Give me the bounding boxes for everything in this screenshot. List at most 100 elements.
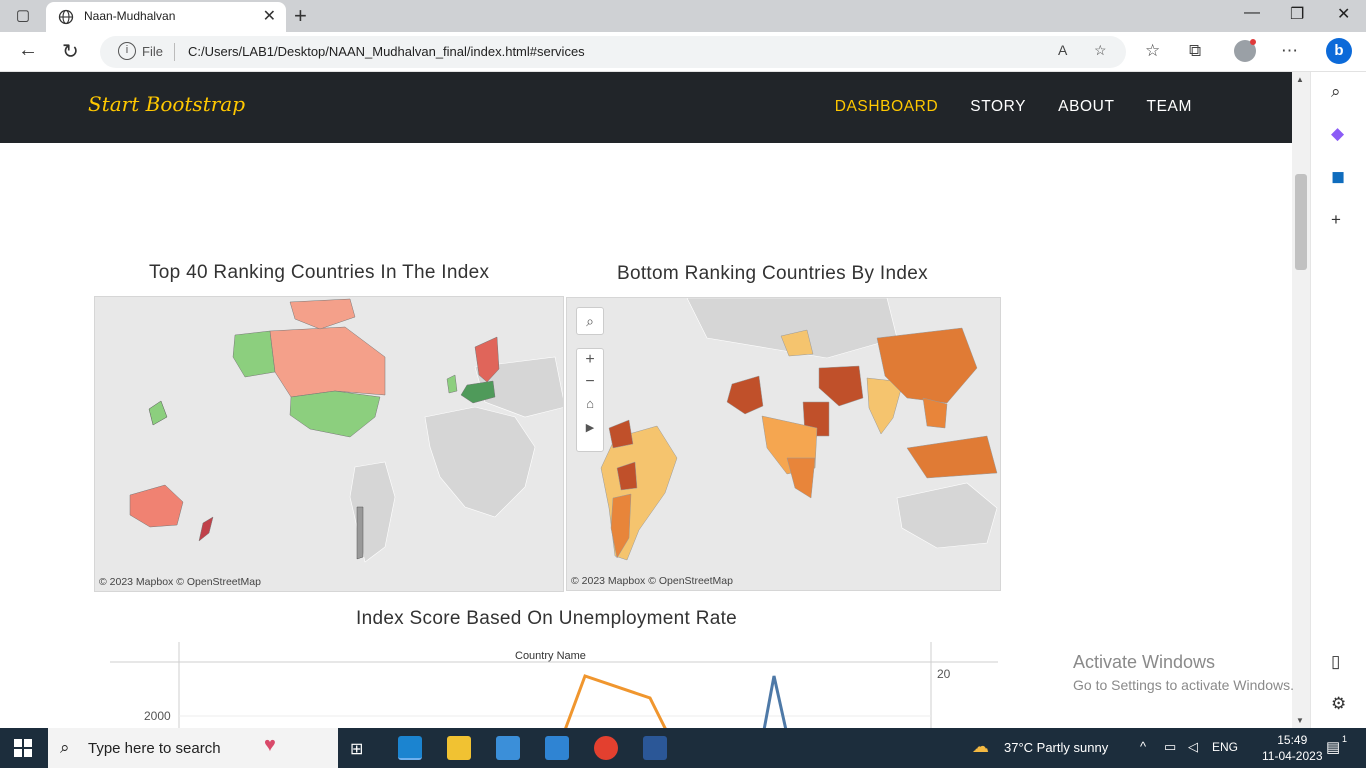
language-indicator[interactable]: ENG: [1212, 740, 1239, 754]
profile-avatar[interactable]: [1234, 40, 1256, 62]
windows-start-icon[interactable]: [14, 739, 32, 757]
nav-story[interactable]: STORY: [970, 98, 1027, 115]
url-field[interactable]: i File C:/Users/LAB1/Desktop/NAAN_Mudhal…: [100, 36, 1126, 68]
colombia-venezuela-region[interactable]: [608, 419, 634, 449]
china-region[interactable]: [876, 327, 978, 404]
zoom-in-icon[interactable]: +: [585, 351, 595, 368]
page-scrollbar[interactable]: ▲ ▼: [1292, 72, 1310, 728]
taskbar-clock[interactable]: 15:49 11-04-2023: [1262, 732, 1323, 764]
map2-title: Bottom Ranking Countries By Index: [617, 263, 928, 284]
scroll-down-icon[interactable]: ▼: [1296, 716, 1304, 725]
scroll-up-icon[interactable]: ▲: [1296, 75, 1304, 84]
mail-icon[interactable]: [545, 736, 569, 760]
add-favorite-icon[interactable]: ☆: [1094, 42, 1107, 58]
middle-east-region[interactable]: [818, 365, 864, 407]
add-app-icon[interactable]: +: [1331, 210, 1341, 229]
search-icon[interactable]: ⌕: [1331, 82, 1341, 101]
window-close-icon[interactable]: ✕: [1337, 6, 1351, 23]
tab-actions-icon[interactable]: ▢: [15, 7, 31, 24]
minimize-icon[interactable]: —: [1244, 4, 1260, 21]
canada-region[interactable]: [269, 326, 386, 398]
nav-links: DASHBOARD STORY ABOUT TEAM: [835, 98, 1192, 116]
chile-region[interactable]: [356, 506, 364, 560]
map-zoom-controls: + − ⌂ ▶: [576, 348, 604, 452]
scandinavia-region[interactable]: [474, 336, 500, 383]
usa-region[interactable]: [289, 390, 381, 438]
chrome-icon[interactable]: [594, 736, 618, 760]
north-africa-region[interactable]: [726, 375, 764, 415]
restore-icon[interactable]: ❐: [1290, 6, 1305, 23]
outlook-icon[interactable]: ◼: [1331, 167, 1346, 186]
alaska-region[interactable]: [232, 330, 276, 378]
top-40-map[interactable]: © 2023 Mapbox © OpenStreetMap: [94, 296, 564, 592]
new-zealand-region[interactable]: [198, 516, 214, 542]
info-icon[interactable]: i: [118, 42, 136, 60]
notification-count: 1: [1342, 734, 1348, 744]
task-view-icon[interactable]: ⊞: [350, 741, 364, 758]
home-icon[interactable]: ⌂: [586, 396, 594, 411]
file-label: File: [142, 44, 163, 59]
collections-icon[interactable]: ⧉: [1189, 41, 1202, 60]
scroll-thumb[interactable]: [1295, 174, 1307, 270]
unemployment-line-chart[interactable]: Country Name 2000 20: [110, 640, 1000, 728]
settings-icon[interactable]: ⚙: [1331, 694, 1347, 713]
search-icon: ⌕: [60, 738, 70, 757]
back-icon[interactable]: ←: [18, 39, 38, 61]
network-icon[interactable]: ▭: [1164, 739, 1177, 754]
indonesia-region[interactable]: [906, 435, 998, 479]
map2-attribution: © 2023 Mapbox © OpenStreetMap: [571, 575, 733, 587]
line-chart-svg: [110, 642, 998, 728]
browser-tabbar: ▢ Naan-Mudhalvan ✕ + — ❐ ✕: [0, 0, 1366, 32]
edge-sidebar: ⌕ ◆ ◼ + ▯ ⚙: [1310, 72, 1366, 728]
nav-about[interactable]: ABOUT: [1058, 98, 1115, 115]
close-tab-icon[interactable]: ✕: [262, 8, 276, 25]
profile-badge: [1250, 39, 1256, 45]
europe-central-region[interactable]: [460, 380, 496, 404]
read-aloud-icon[interactable]: A: [1058, 42, 1068, 58]
play-icon[interactable]: ▶: [585, 422, 595, 434]
east-africa-region[interactable]: [786, 457, 816, 499]
series-orange[interactable]: [564, 674, 667, 728]
weather-icon[interactable]: ☁: [972, 737, 989, 756]
bing-chat-icon[interactable]: b: [1326, 38, 1352, 64]
more-icon[interactable]: ⋯: [1281, 41, 1298, 60]
bottom-ranking-map[interactable]: ⌕ + − ⌂ ▶ © 2023 Mapbox © OpenStreetMap: [566, 297, 1001, 591]
line-chart-title: Index Score Based On Unemployment Rate: [356, 608, 738, 629]
new-tab-icon[interactable]: +: [294, 3, 307, 28]
site-navbar: Start Bootstrap DASHBOARD STORY ABOUT TE…: [0, 72, 1292, 143]
uk-region[interactable]: [446, 374, 458, 394]
zoom-out-icon[interactable]: −: [585, 373, 595, 390]
url-text[interactable]: C:/Users/LAB1/Desktop/NAAN_Mudhalvan_fin…: [188, 44, 585, 59]
southeast-asia-region[interactable]: [922, 397, 948, 429]
copilot-icon[interactable]: ◆: [1331, 124, 1345, 143]
taskbar-search[interactable]: ⌕ Type here to search ♥: [48, 728, 338, 768]
tray-chevron-icon[interactable]: ^: [1140, 739, 1147, 754]
edge-app-icon[interactable]: [398, 736, 422, 760]
australia-region[interactable]: [129, 484, 184, 528]
nav-dashboard[interactable]: DASHBOARD: [834, 98, 939, 115]
ukraine-region[interactable]: [780, 329, 814, 357]
refresh-icon[interactable]: ↻: [62, 41, 79, 63]
tab-title: Naan-Mudhalvan: [84, 9, 176, 23]
browser-tab[interactable]: Naan-Mudhalvan ✕: [46, 2, 286, 32]
file-explorer-icon[interactable]: [447, 736, 471, 760]
activate-windows-watermark: Activate Windows Go to Settings to activ…: [1073, 652, 1294, 693]
weather-text[interactable]: 37°C Partly sunny: [1004, 740, 1109, 755]
japan-region[interactable]: [148, 400, 168, 426]
argentina-region[interactable]: [610, 493, 632, 559]
bolivia-region[interactable]: [616, 461, 638, 491]
word-icon[interactable]: [643, 736, 667, 760]
series-blue[interactable]: [762, 675, 788, 728]
x-axis-label: Country Name: [515, 650, 586, 662]
notifications-icon[interactable]: ▤: [1326, 739, 1341, 756]
nav-team[interactable]: TEAM: [1146, 98, 1192, 115]
map-search-icon[interactable]: ⌕: [576, 307, 604, 335]
sidebar-toggle-icon[interactable]: ▯: [1331, 652, 1341, 671]
map1-attribution: © 2023 Mapbox © OpenStreetMap: [99, 576, 261, 588]
favorites-icon[interactable]: ☆: [1145, 41, 1161, 60]
divider: [174, 43, 175, 61]
store-icon[interactable]: [496, 736, 520, 760]
volume-icon[interactable]: ◁: [1188, 739, 1198, 754]
site-brand[interactable]: Start Bootstrap: [88, 92, 246, 116]
greenland-region[interactable]: [289, 298, 356, 330]
